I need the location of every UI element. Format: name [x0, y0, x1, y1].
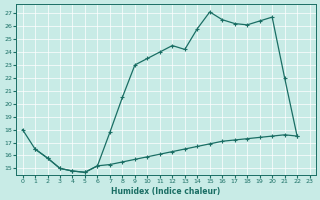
X-axis label: Humidex (Indice chaleur): Humidex (Indice chaleur) [111, 187, 221, 196]
